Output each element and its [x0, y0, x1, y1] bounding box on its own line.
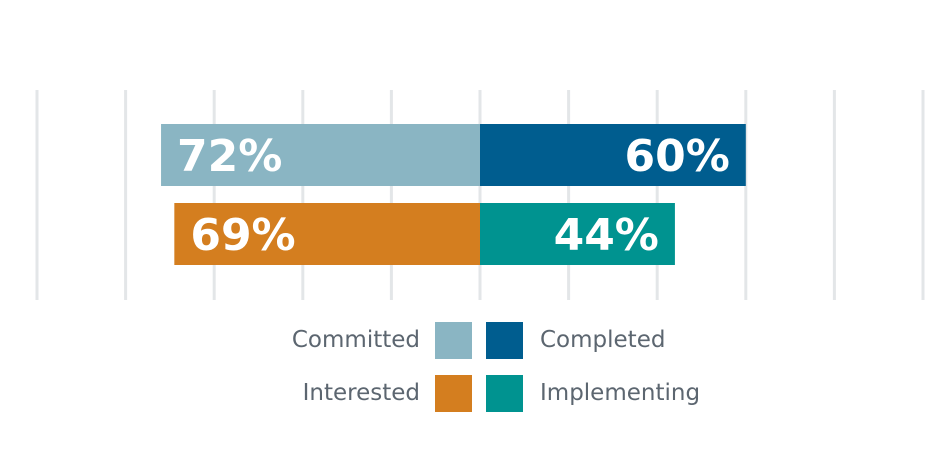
legend-swatch-committed [435, 321, 472, 359]
bar-label-interested: 69% [190, 210, 295, 261]
bar-implementing [480, 203, 675, 265]
legend-label-committed: Committed [291, 327, 420, 353]
diverging-bar-chart: 72% 60% 69% 44% [35, 90, 925, 300]
legend-swatch-implementing [486, 374, 523, 412]
legend-row-1: Committed Completed [0, 321, 665, 359]
legend-label-interested: Interested [302, 380, 420, 406]
legend-swatch-interested [435, 374, 472, 412]
chart-gridlines [35, 90, 925, 300]
bar-label-implementing: 44% [554, 210, 659, 261]
legend-row-2: Interested Implementing [0, 374, 700, 412]
chart-bars: 72% 60% 69% 44% [161, 124, 746, 265]
bar-interested [174, 203, 480, 265]
bar-label-completed: 60% [624, 131, 729, 182]
chart-legend: Committed Completed Interested Implement… [0, 318, 936, 428]
bar-label-committed: 72% [177, 131, 282, 182]
bar-completed [480, 124, 746, 186]
legend-label-implementing: Implementing [540, 380, 701, 406]
legend-label-completed: Completed [540, 327, 666, 353]
bar-committed [161, 124, 481, 186]
legend-swatch-completed [486, 321, 523, 359]
